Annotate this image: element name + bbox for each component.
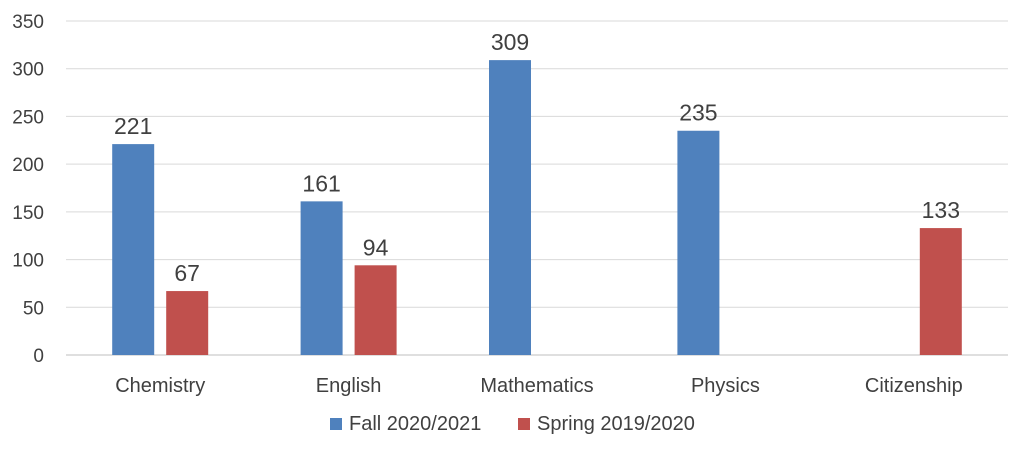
y-tick-label: 0 bbox=[33, 346, 44, 367]
y-tick-label: 200 bbox=[12, 155, 44, 176]
y-tick-label: 350 bbox=[12, 12, 44, 33]
legend: Fall 2020/2021 Spring 2019/2020 bbox=[330, 413, 695, 435]
y-tick-label: 50 bbox=[23, 298, 44, 319]
x-tick-label: Mathematics bbox=[480, 375, 593, 397]
data-label: 221 bbox=[114, 113, 152, 139]
x-tick-label: Chemistry bbox=[115, 375, 205, 397]
x-tick-label: English bbox=[316, 375, 382, 397]
legend-label: Fall 2020/2021 bbox=[349, 413, 481, 435]
x-axis: Chemistry English Mathematics Physics Citize… bbox=[115, 375, 963, 397]
x-tick-label: Physics bbox=[691, 375, 760, 397]
y-tick-label: 100 bbox=[12, 251, 44, 272]
data-label: 133 bbox=[922, 197, 960, 223]
bar-english-spring bbox=[354, 265, 397, 355]
y-axis: 0 50 100 150 200 250 300 350 bbox=[12, 12, 44, 367]
bars bbox=[112, 60, 962, 356]
bar-citizenship-spring bbox=[919, 228, 962, 355]
bar-physics-fall bbox=[677, 130, 720, 355]
y-tick-label: 150 bbox=[12, 203, 44, 224]
data-label: 94 bbox=[363, 234, 389, 260]
legend-swatch bbox=[518, 418, 530, 430]
y-tick-label: 300 bbox=[12, 60, 44, 81]
bar-chemistry-spring bbox=[166, 291, 209, 355]
legend-swatch bbox=[330, 418, 342, 430]
data-label: 235 bbox=[679, 100, 717, 126]
y-tick-label: 250 bbox=[12, 107, 44, 128]
data-label: 309 bbox=[491, 29, 529, 55]
bar-chemistry-fall bbox=[112, 144, 155, 355]
x-tick-label: Citizenship bbox=[865, 375, 963, 397]
gridlines bbox=[66, 20, 1008, 356]
data-label: 67 bbox=[174, 260, 200, 286]
bar-mathematics-fall bbox=[489, 60, 531, 356]
bar-english-fall bbox=[300, 201, 343, 355]
legend-label: Spring 2019/2020 bbox=[537, 413, 695, 435]
data-labels: 221 67 161 94 309 235 133 bbox=[114, 29, 960, 286]
data-label: 161 bbox=[302, 170, 340, 196]
